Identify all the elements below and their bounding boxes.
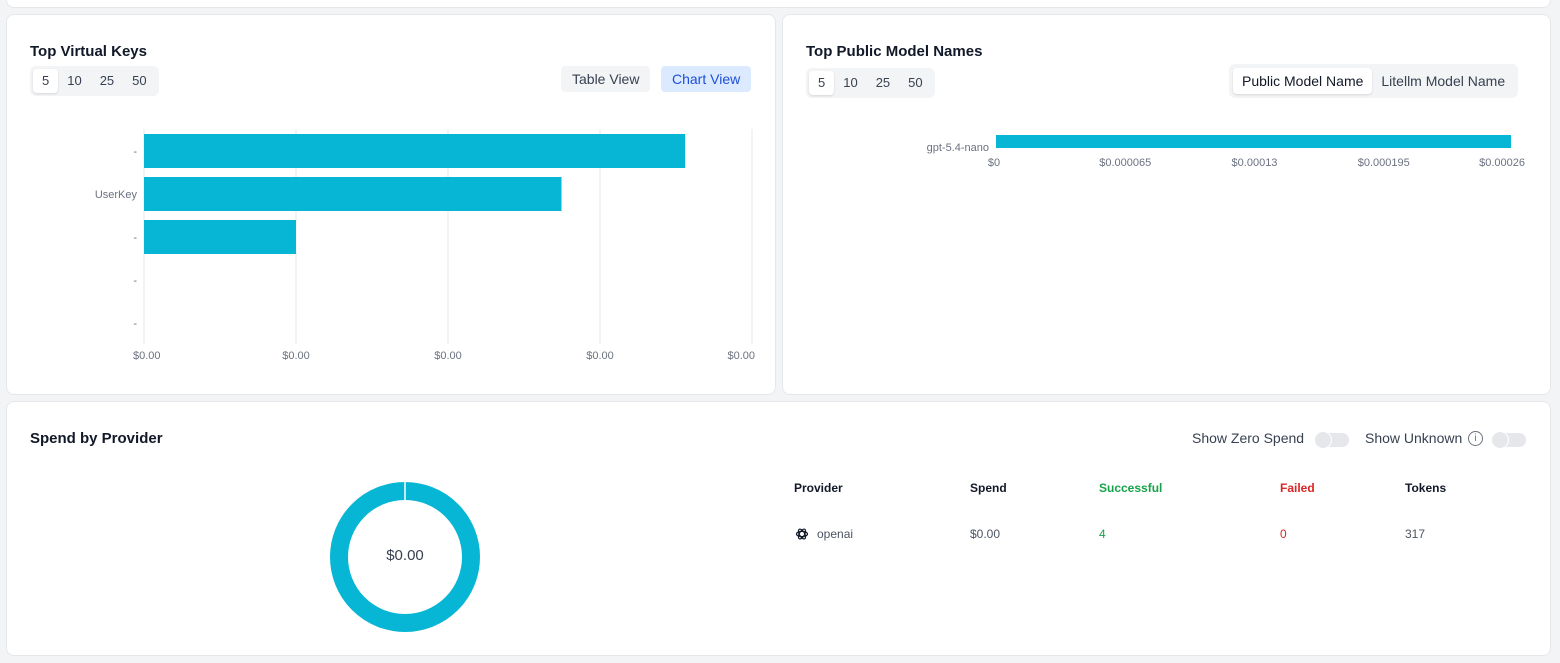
openai-icon — [795, 528, 809, 540]
x-tick-label: $0.00 — [586, 350, 614, 362]
provider-name: openai — [817, 527, 854, 541]
provider-failed: 0 — [1280, 527, 1287, 541]
show-zero-spend-label: Show Zero Spend — [1192, 430, 1305, 446]
limit-option-10[interactable]: 10 — [67, 73, 82, 88]
public-model-name-option[interactable]: Public Model Name — [1233, 68, 1373, 94]
column-header-failed: Failed — [1280, 481, 1315, 495]
limit-option-5[interactable]: 5 — [809, 71, 835, 95]
y-tick-label: UserKey — [95, 189, 138, 201]
limit-option-10[interactable]: 10 — [843, 75, 858, 90]
public-models-limit-selector: 5 10 25 50 — [806, 68, 935, 98]
x-tick-label: $0.00 — [434, 350, 462, 362]
x-tick-label: $0.000195 — [1358, 157, 1410, 169]
spend-by-provider-title: Spend by Provider — [30, 430, 163, 447]
y-tick-label: gpt-5.4-nano — [927, 142, 989, 154]
spend-by-provider-card: Spend by Provider Show Zero Spend Show U… — [6, 401, 1551, 656]
limit-option-5[interactable]: 5 — [33, 69, 59, 93]
x-tick-label: $0.00 — [282, 350, 310, 362]
public-models-title: Top Public Model Names — [806, 43, 983, 60]
column-header-tokens: Tokens — [1405, 481, 1447, 495]
column-header-successful: Successful — [1099, 481, 1163, 495]
show-unknown-toggle[interactable] — [1492, 432, 1526, 448]
show-zero-spend-toggle[interactable] — [1315, 432, 1349, 448]
limit-option-25[interactable]: 25 — [875, 75, 891, 90]
table-view-button[interactable]: Table View — [561, 66, 651, 92]
top-virtual-keys-card: Top Virtual Keys 5 10 25 50 Table View C… — [6, 14, 776, 395]
x-tick-label: $0.00 — [727, 350, 755, 362]
chart-view-button[interactable]: Chart View — [661, 66, 752, 92]
provider-tokens: 317 — [1405, 527, 1426, 541]
x-tick-label: $0.000065 — [1099, 157, 1151, 169]
public-models-bar-chart: gpt-5.4-nano $0 $0.000065 $0.00013 $0.000195… — [927, 135, 1525, 169]
virtual-keys-title: Top Virtual Keys — [30, 43, 147, 60]
donut-center-label: $0.00 — [386, 547, 424, 564]
bar — [144, 134, 686, 168]
y-tick-label: - — [133, 318, 137, 330]
limit-option-25[interactable]: 25 — [99, 73, 115, 88]
bar — [144, 177, 562, 211]
model-name-toggle: Public Model Name Litellm Model Name — [1229, 64, 1519, 98]
x-tick-label: $0.00026 — [1479, 157, 1525, 169]
show-unknown-label: Show Unknown — [1365, 430, 1463, 446]
provider-successful: 4 — [1099, 527, 1106, 541]
y-tick-label: - — [133, 232, 137, 244]
top-card — [6, 0, 1551, 8]
y-tick-label: - — [133, 146, 137, 158]
column-header-spend: Spend — [970, 481, 1007, 495]
limit-option-50[interactable]: 50 — [132, 73, 147, 88]
info-icon[interactable]: i — [1468, 431, 1483, 446]
bar — [144, 220, 296, 254]
x-tick-label: $0 — [988, 157, 1000, 169]
virtual-keys-bar-chart: $0.00 $0.00 $0.00 $0.00 $0.00 - UserKey - - - — [95, 129, 755, 362]
provider-spend: $0.00 — [970, 527, 1001, 541]
column-header-provider: Provider — [794, 481, 843, 495]
virtual-keys-limit-selector: 5 10 25 50 — [30, 66, 159, 96]
y-tick-label: - — [133, 275, 137, 287]
x-tick-label: $0.00 — [133, 350, 161, 362]
top-public-models-card: Top Public Model Names 5 10 25 50 Public… — [782, 14, 1551, 395]
provider-donut-chart — [330, 482, 480, 632]
x-tick-label: $0.00013 — [1232, 157, 1278, 169]
litellm-model-name-option[interactable]: Litellm Model Name — [1381, 73, 1506, 89]
limit-option-50[interactable]: 50 — [908, 75, 923, 90]
bar — [996, 135, 1512, 148]
